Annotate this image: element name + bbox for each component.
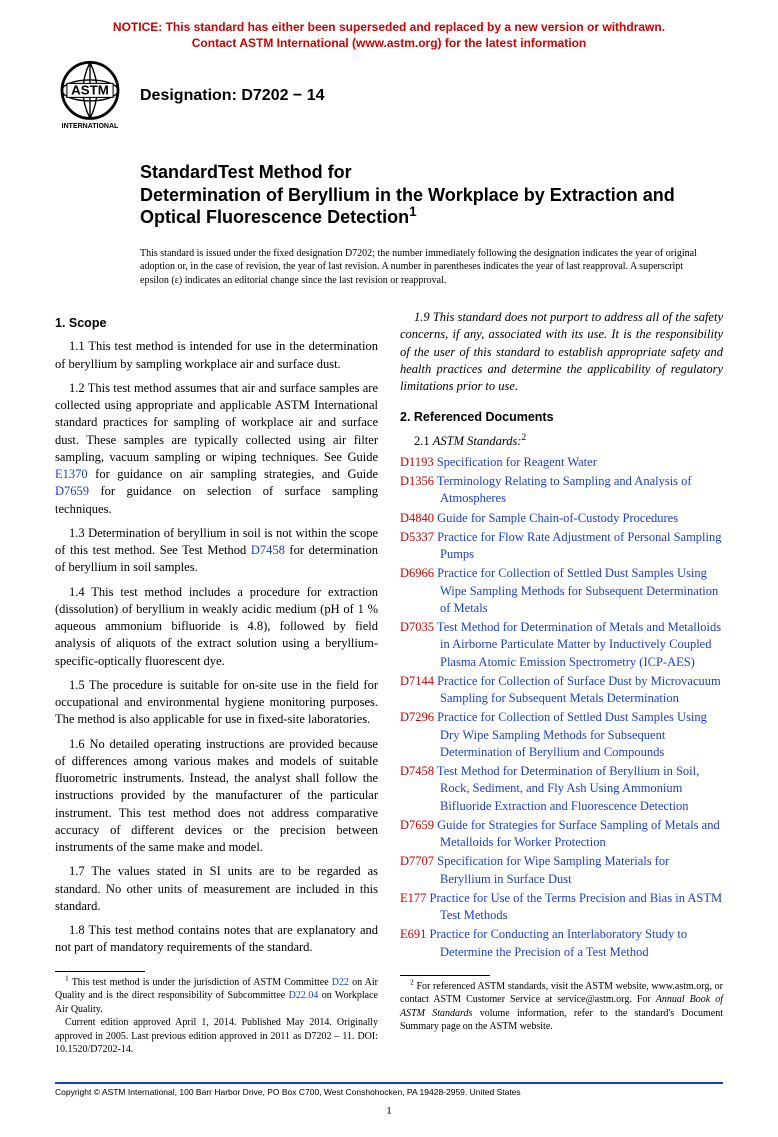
left-column: 1. Scope 1.1 This test method is intende… <box>55 309 378 1057</box>
ref-item[interactable]: D1193 Specification for Reagent Water <box>400 454 723 471</box>
ref-code: D1356 <box>400 474 434 488</box>
astm-logo: ASTM INTERNATIONAL <box>55 61 125 131</box>
issuance-note: This standard is issued under the fixed … <box>140 247 723 288</box>
body-columns: 1. Scope 1.1 This test method is intende… <box>55 309 723 1057</box>
title-main: Determination of Beryllium in the Workpl… <box>140 185 675 228</box>
para-1-1: 1.1 This test method is intended for use… <box>55 338 378 373</box>
link-d22[interactable]: D22 <box>332 977 349 988</box>
page-number: 1 <box>55 1105 723 1117</box>
footnote-2: 2 For referenced ASTM standards, visit t… <box>400 980 723 1034</box>
para-1-4: 1.4 This test method includes a procedur… <box>55 584 378 670</box>
link-d7458[interactable]: D7458 <box>251 543 285 557</box>
para-1-3: 1.3 Determination of beryllium in soil i… <box>55 525 378 577</box>
para-1-2: 1.2 This test method assumes that air an… <box>55 380 378 518</box>
para-1-6: 1.6 No detailed operating instructions a… <box>55 736 378 857</box>
ref-title: Practice for Collection of Surface Dust … <box>434 674 721 705</box>
ref-title: Practice for Conducting an Interlaborato… <box>426 927 687 958</box>
link-d22-04[interactable]: D22.04 <box>289 990 319 1001</box>
footnote-1b: Current edition approved April 1, 2014. … <box>55 1016 378 1057</box>
title: StandardTest Method for Determination of… <box>140 161 723 229</box>
ref-code: D7296 <box>400 710 434 724</box>
ref-code: E177 <box>400 891 426 905</box>
ref-item[interactable]: D7458 Test Method for Determination of B… <box>400 763 723 815</box>
ref-title: Practice for Use of the Terms Precision … <box>426 891 722 922</box>
ref-title: Specification for Wipe Sampling Material… <box>434 854 669 885</box>
ref-item[interactable]: D7035 Test Method for Determination of M… <box>400 619 723 671</box>
para-1-9: 1.9 This standard does not purport to ad… <box>400 309 723 395</box>
link-d7659[interactable]: D7659 <box>55 484 89 498</box>
footnote-1: 1 This test method is under the jurisdic… <box>55 976 378 1017</box>
header-row: ASTM INTERNATIONAL Designation: D7202 − … <box>55 61 723 131</box>
refs-subhead: 2.1 ASTM Standards:2 <box>400 433 723 450</box>
ref-code: E691 <box>400 927 426 941</box>
scope-heading: 1. Scope <box>55 315 378 332</box>
ref-code: D7144 <box>400 674 434 688</box>
designation: Designation: D7202 − 14 <box>140 87 325 105</box>
ref-item[interactable]: D7296 Practice for Collection of Settled… <box>400 709 723 761</box>
ref-code: D7659 <box>400 818 434 832</box>
ref-item[interactable]: D7144 Practice for Collection of Surface… <box>400 673 723 708</box>
ref-title: Practice for Collection of Settled Dust … <box>434 566 718 615</box>
notice-line1: NOTICE: This standard has either been su… <box>113 20 665 34</box>
footnote-rule-right <box>400 975 490 976</box>
ref-code: D6966 <box>400 566 434 580</box>
ref-item[interactable]: D7659 Guide for Strategies for Surface S… <box>400 817 723 852</box>
ref-code: D7707 <box>400 854 434 868</box>
link-e1370[interactable]: E1370 <box>55 467 88 481</box>
para-1-5: 1.5 The procedure is suitable for on-sit… <box>55 677 378 729</box>
ref-item[interactable]: D7707 Specification for Wipe Sampling Ma… <box>400 853 723 888</box>
ref-title: Terminology Relating to Sampling and Ana… <box>434 474 692 505</box>
copyright: Copyright © ASTM International, 100 Barr… <box>55 1082 723 1097</box>
document-page: NOTICE: This standard has either been su… <box>0 0 778 1137</box>
ref-item[interactable]: E177 Practice for Use of the Terms Preci… <box>400 890 723 925</box>
para-1-8: 1.8 This test method contains notes that… <box>55 922 378 957</box>
refs-list: D1193 Specification for Reagent WaterD13… <box>400 454 723 961</box>
ref-title: Guide for Sample Chain-of-Custody Proced… <box>434 511 678 525</box>
title-sup: 1 <box>409 204 417 219</box>
svg-text:ASTM: ASTM <box>71 83 109 98</box>
ref-item[interactable]: D4840 Guide for Sample Chain-of-Custody … <box>400 510 723 527</box>
ref-title: Guide for Strategies for Surface Samplin… <box>434 818 720 849</box>
ref-code: D5337 <box>400 530 434 544</box>
ref-title: Test Method for Determination of Metals … <box>434 620 721 669</box>
ref-item[interactable]: D1356 Terminology Relating to Sampling a… <box>400 473 723 508</box>
right-column: 1.9 This standard does not purport to ad… <box>400 309 723 1057</box>
ref-code: D7458 <box>400 764 434 778</box>
title-lead: StandardTest Method for <box>140 162 352 182</box>
ref-title: Specification for Reagent Water <box>434 455 597 469</box>
footnote-rule-left <box>55 971 145 972</box>
svg-text:INTERNATIONAL: INTERNATIONAL <box>62 123 119 130</box>
ref-item[interactable]: D6966 Practice for Collection of Settled… <box>400 565 723 617</box>
refs-heading: 2. Referenced Documents <box>400 409 723 426</box>
ref-code: D1193 <box>400 455 434 469</box>
ref-title: Test Method for Determination of Berylli… <box>434 764 699 813</box>
ref-title: Practice for Flow Rate Adjustment of Per… <box>434 530 721 561</box>
ref-item[interactable]: E691 Practice for Conducting an Interlab… <box>400 926 723 961</box>
ref-title: Practice for Collection of Settled Dust … <box>434 710 707 759</box>
notice-line2: Contact ASTM International (www.astm.org… <box>192 36 586 50</box>
para-1-7: 1.7 The values stated in SI units are to… <box>55 863 378 915</box>
ref-code: D7035 <box>400 620 434 634</box>
notice-banner: NOTICE: This standard has either been su… <box>55 20 723 51</box>
title-block: StandardTest Method for Determination of… <box>140 161 723 229</box>
ref-item[interactable]: D5337 Practice for Flow Rate Adjustment … <box>400 529 723 564</box>
ref-code: D4840 <box>400 511 434 525</box>
